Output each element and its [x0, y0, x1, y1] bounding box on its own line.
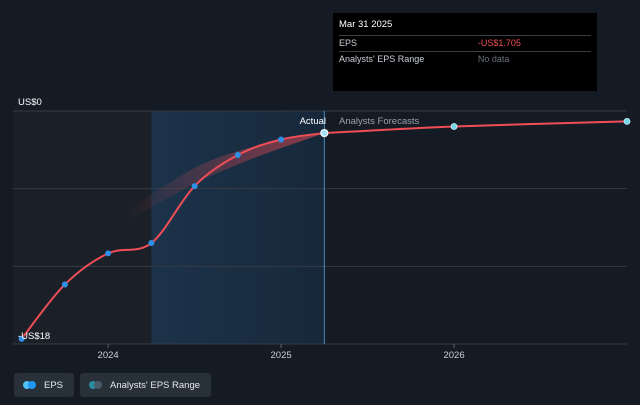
eps-forecast-point[interactable]	[450, 123, 458, 130]
eps-point[interactable]	[105, 250, 112, 257]
y-label-bottom: -US$18	[18, 331, 50, 342]
legend: EPS Analysts' EPS Range	[14, 373, 212, 397]
eps-point[interactable]	[61, 281, 68, 288]
past-shade	[13, 111, 152, 344]
eps-point[interactable]	[234, 152, 241, 159]
axis-labels: US$0 -US$18 Actual Analysts Forecasts	[18, 97, 419, 342]
actual-region-label: Actual	[300, 116, 326, 127]
tooltip-eps-value: -US$1.705	[477, 38, 521, 48]
x-tick-label: 2026	[443, 350, 464, 361]
eps-forecast-point[interactable]	[623, 117, 631, 125]
y-label-top: US$0	[18, 97, 42, 108]
range-legend-icon	[89, 381, 104, 389]
x-axis: 2024 2025 2026	[98, 344, 465, 361]
tooltip-row-range: Analysts' EPS Range No data	[339, 51, 591, 67]
highlight-shade	[151, 111, 325, 344]
tooltip-range-value: No data	[477, 54, 510, 64]
legend-eps-label: EPS	[44, 379, 64, 391]
legend-item-range[interactable]: Analysts' EPS Range	[80, 373, 212, 397]
eps-point[interactable]	[148, 240, 155, 247]
x-tick-label: 2025	[271, 350, 292, 361]
x-tick-label: 2024	[98, 350, 119, 361]
eps-legend-icon	[23, 381, 38, 389]
grid-lines	[13, 110, 627, 345]
eps-point[interactable]	[191, 183, 198, 190]
eps-point[interactable]	[278, 136, 285, 143]
tooltip-panel: Mar 31 2025 EPS -US$1.705 Analysts' EPS …	[333, 13, 597, 91]
legend-range-label: Analysts' EPS Range	[110, 379, 201, 391]
tooltip-row-eps: EPS -US$1.705	[339, 35, 591, 51]
tooltip-eps-label: EPS	[339, 38, 358, 48]
tooltip-range-label: Analysts' EPS Range	[339, 54, 425, 64]
forecast-region-label: Analysts Forecasts	[339, 116, 419, 127]
tooltip-date: Mar 31 2025	[339, 19, 393, 30]
legend-item-eps[interactable]: EPS	[14, 373, 75, 397]
eps-point[interactable]	[320, 128, 329, 138]
series-points	[18, 117, 631, 342]
eps-point[interactable]	[18, 335, 25, 342]
